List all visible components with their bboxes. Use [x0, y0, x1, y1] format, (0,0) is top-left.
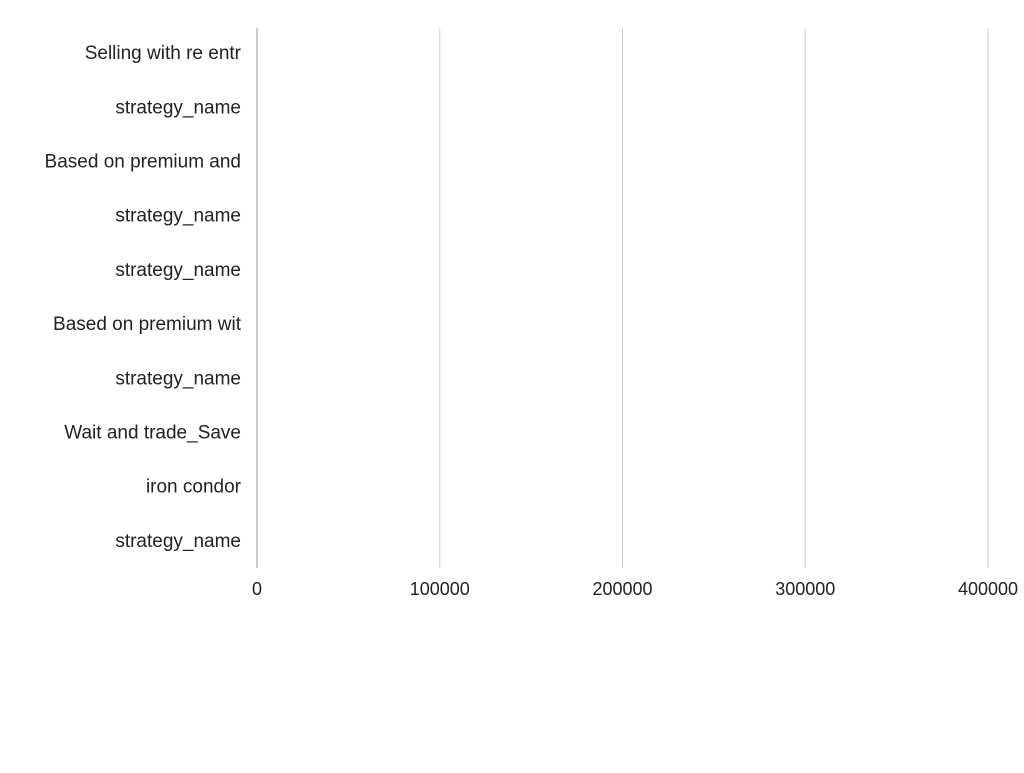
- gridlines: [439, 28, 989, 568]
- x-tick-label: 200000: [592, 579, 652, 599]
- category-label: strategy_name: [115, 97, 241, 118]
- category-label: strategy_name: [115, 260, 241, 281]
- x-tick-label: 400000: [958, 579, 1018, 599]
- category-label: Based on premium and: [45, 152, 241, 173]
- category-label: strategy_name: [115, 531, 241, 552]
- category-label: strategy_name: [115, 206, 241, 227]
- category-label: Selling with re entr: [85, 43, 242, 64]
- x-tick-labels: 0 100000 200000 300000 400000: [252, 579, 1018, 599]
- category-label: Based on premium wit: [53, 314, 242, 335]
- x-tick-label: 100000: [410, 579, 470, 599]
- x-tick-label: 300000: [775, 579, 835, 599]
- category-label: strategy_name: [115, 368, 241, 389]
- category-labels: Selling with re entr strategy_name Based o…: [45, 43, 242, 552]
- x-tick-label: 0: [252, 579, 262, 599]
- category-label: Wait and trade_Save: [64, 423, 241, 444]
- category-label: iron condor: [146, 477, 242, 498]
